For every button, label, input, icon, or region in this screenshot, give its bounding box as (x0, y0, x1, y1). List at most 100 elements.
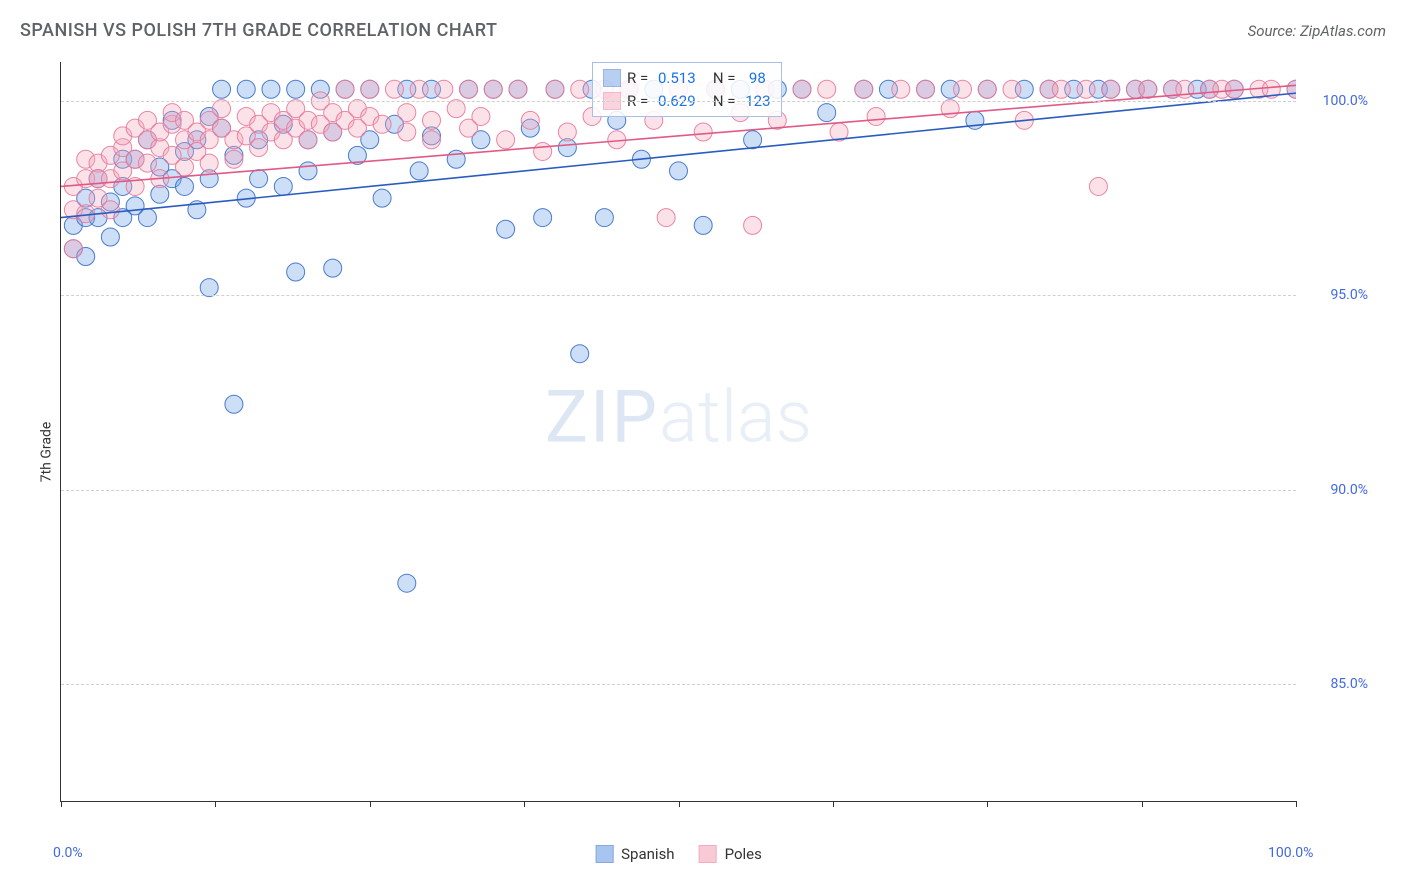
series-legend: Spanish Poles (595, 845, 762, 863)
scatter-point (534, 209, 552, 227)
x-tick (833, 801, 834, 807)
scatter-point (176, 177, 194, 195)
scatter-point (213, 80, 231, 98)
scatter-point (213, 100, 231, 118)
gridline (61, 295, 1296, 296)
legend-label-poles: Poles (725, 845, 762, 863)
x-tick (987, 801, 988, 807)
scatter-point (595, 209, 613, 227)
scatter-point (200, 279, 218, 297)
scatter-point (101, 228, 119, 246)
gridline (61, 684, 1296, 685)
y-tick-label: 95.0% (1330, 287, 1368, 303)
scatter-point (1089, 177, 1107, 195)
scatter-point (64, 240, 82, 258)
scatter-point (237, 80, 255, 98)
scatter-point (1077, 80, 1095, 98)
chart-source: Source: ZipAtlas.com (1248, 22, 1386, 40)
legend-row: R = 0.513 N = 98 (603, 67, 770, 90)
legend-swatch (603, 69, 621, 87)
chart-header: SPANISH VS POLISH 7TH GRADE CORRELATION … (20, 20, 1386, 41)
scatter-point (793, 80, 811, 98)
scatter-point (324, 259, 342, 277)
scatter-point (694, 216, 712, 234)
x-tick (524, 801, 525, 807)
scatter-point (534, 142, 552, 160)
scatter-point (818, 80, 836, 98)
scatter-point (917, 80, 935, 98)
scatter-point (373, 189, 391, 207)
scatter-point (250, 170, 268, 188)
scatter-point (546, 80, 564, 98)
chart-title: SPANISH VS POLISH 7TH GRADE CORRELATION … (20, 20, 497, 41)
y-tick-label: 85.0% (1330, 676, 1368, 692)
scatter-point (287, 80, 305, 98)
scatter-point (867, 107, 885, 125)
scatter-point (978, 80, 996, 98)
scatter-point (200, 154, 218, 172)
x-tick (1296, 801, 1297, 807)
r-label: R = (627, 67, 648, 90)
gridline (61, 490, 1296, 491)
scatter-point (1003, 80, 1021, 98)
swatch-spanish (595, 845, 613, 863)
scatter-point (398, 104, 416, 122)
scatter-point (225, 150, 243, 168)
x-tick-label: 100.0% (1268, 845, 1313, 861)
x-tick (61, 801, 62, 807)
x-tick (679, 801, 680, 807)
scatter-point (657, 209, 675, 227)
scatter-point (385, 80, 403, 98)
chart-container: 7th Grade ZIPatlas R = 0.513 N = 98R = 0… (60, 62, 1376, 842)
plot-area: ZIPatlas R = 0.513 N = 98R = 0.629 N = 1… (60, 62, 1296, 802)
scatter-point (287, 263, 305, 281)
x-tick (370, 801, 371, 807)
scatter-point (1139, 80, 1157, 98)
scatter-point (176, 158, 194, 176)
scatter-point (818, 104, 836, 122)
scatter-point (744, 216, 762, 234)
r-value: 0.513 (654, 67, 695, 90)
scatter-point (521, 111, 539, 129)
scatter-point (571, 345, 589, 363)
y-tick-label: 100.0% (1323, 93, 1368, 109)
scatter-point (423, 131, 441, 149)
n-label: N = (702, 67, 736, 90)
plot-svg (61, 62, 1296, 801)
scatter-point (472, 107, 490, 125)
scatter-point (497, 220, 515, 238)
legend-item-poles: Poles (699, 845, 762, 863)
scatter-point (954, 80, 972, 98)
scatter-point (497, 131, 515, 149)
scatter-point (1102, 80, 1120, 98)
y-axis-label: 7th Grade (38, 422, 54, 483)
scatter-point (138, 209, 156, 227)
scatter-point (670, 162, 688, 180)
scatter-point (1052, 80, 1070, 98)
scatter-point (744, 131, 762, 149)
scatter-point (398, 123, 416, 141)
scatter-point (941, 100, 959, 118)
gridline (61, 101, 1296, 102)
scatter-point (138, 154, 156, 172)
scatter-point (373, 115, 391, 133)
scatter-point (398, 574, 416, 592)
scatter-point (447, 100, 465, 118)
legend-label-spanish: Spanish (621, 845, 674, 863)
scatter-point (410, 162, 428, 180)
scatter-point (892, 80, 910, 98)
scatter-point (855, 80, 873, 98)
scatter-point (509, 80, 527, 98)
scatter-point (558, 123, 576, 141)
scatter-point (423, 111, 441, 129)
correlation-legend: R = 0.513 N = 98R = 0.629 N = 123 (592, 62, 781, 117)
scatter-point (299, 131, 317, 149)
scatter-point (435, 80, 453, 98)
scatter-point (361, 80, 379, 98)
scatter-point (410, 80, 428, 98)
scatter-point (1287, 80, 1296, 98)
x-tick (215, 801, 216, 807)
scatter-point (571, 80, 589, 98)
scatter-point (299, 162, 317, 180)
n-value: 98 (741, 67, 765, 90)
